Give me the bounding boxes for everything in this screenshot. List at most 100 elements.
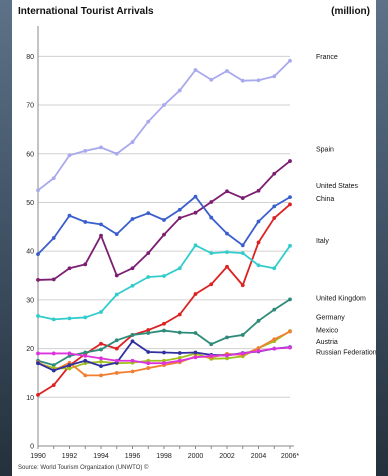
data-point-mexico xyxy=(256,346,261,351)
data-point-france xyxy=(130,140,135,144)
data-point-mexico xyxy=(272,337,277,342)
series-label-united-kingdom: United Kingdom xyxy=(316,295,366,302)
data-point-united-kingdom xyxy=(130,333,135,337)
data-point-spain xyxy=(272,171,277,176)
x-tick-label: 1998 xyxy=(156,453,172,460)
data-point-spain xyxy=(209,200,214,204)
data-point-china xyxy=(177,312,182,317)
data-point-russian-federation xyxy=(146,361,151,366)
chart-panel: International Tourist Arrivals (million)… xyxy=(12,0,376,476)
data-point-spain xyxy=(256,188,261,193)
series-label-russian-federation: Russian Federation xyxy=(316,349,376,356)
data-point-italy xyxy=(114,292,119,297)
data-point-france xyxy=(162,103,166,107)
data-point-united-states xyxy=(130,217,135,221)
data-point-china xyxy=(99,341,103,346)
data-point-china xyxy=(193,292,198,296)
y-tick-label: 30 xyxy=(26,297,34,304)
data-point-austria xyxy=(146,350,151,354)
data-point-united-states xyxy=(272,204,277,209)
data-point-russian-federation xyxy=(225,353,229,358)
data-point-china xyxy=(162,321,166,326)
data-point-spain xyxy=(99,233,103,238)
data-point-china xyxy=(288,202,292,207)
data-point-china xyxy=(36,392,40,397)
data-point-united-states xyxy=(193,194,198,199)
data-point-france xyxy=(193,68,198,72)
data-point-italy xyxy=(99,310,103,314)
data-point-italy xyxy=(193,243,198,248)
data-point-united-states xyxy=(99,222,103,227)
data-point-united-kingdom xyxy=(240,333,245,337)
data-point-united-kingdom xyxy=(146,331,151,335)
series-label-germany: Germany xyxy=(316,314,345,321)
data-point-united-kingdom xyxy=(288,297,292,302)
data-point-china xyxy=(51,383,56,388)
data-point-russian-federation xyxy=(51,351,56,356)
data-point-russian-federation xyxy=(256,349,261,353)
data-point-united-kingdom xyxy=(256,318,261,323)
series-line-united-states xyxy=(37,195,291,255)
data-point-italy xyxy=(225,250,229,255)
data-point-mexico xyxy=(83,373,88,378)
data-point-united-kingdom xyxy=(193,331,198,335)
data-point-china xyxy=(146,328,151,332)
data-point-united-states xyxy=(51,236,56,240)
data-point-france xyxy=(225,69,229,73)
y-tick-label: 20 xyxy=(26,346,34,353)
data-point-china xyxy=(240,283,245,288)
data-point-russian-federation xyxy=(177,358,182,363)
data-point-spain xyxy=(36,278,40,282)
data-point-austria xyxy=(36,361,40,366)
data-point-spain xyxy=(240,196,245,200)
data-point-russian-federation xyxy=(240,351,245,356)
data-point-italy xyxy=(272,266,277,271)
x-tick-label: 2000 xyxy=(188,453,204,460)
x-tick-label: 2006* xyxy=(281,453,300,460)
data-point-united-states xyxy=(162,218,166,222)
series-label-italy: Italy xyxy=(316,238,329,245)
data-point-italy xyxy=(177,266,182,271)
data-point-russian-federation xyxy=(114,358,119,363)
data-point-united-states xyxy=(114,232,119,237)
data-point-france xyxy=(114,151,119,156)
data-point-russian-federation xyxy=(272,346,277,351)
data-point-italy xyxy=(83,315,88,320)
data-point-italy xyxy=(67,316,72,321)
data-point-france xyxy=(99,145,103,150)
data-point-spain xyxy=(51,277,56,282)
data-point-russian-federation xyxy=(209,353,214,358)
data-point-united-kingdom xyxy=(272,307,277,312)
series-label-france: France xyxy=(316,54,338,61)
data-point-russian-federation xyxy=(36,351,40,356)
data-point-france xyxy=(177,88,182,93)
data-point-france xyxy=(83,148,88,153)
data-point-austria xyxy=(51,368,56,373)
data-point-austria xyxy=(177,351,182,355)
data-point-united-kingdom xyxy=(99,347,103,352)
x-tick-label: 1990 xyxy=(30,453,46,460)
data-point-united-states xyxy=(240,243,245,248)
data-point-united-states xyxy=(209,215,214,220)
data-point-spain xyxy=(288,159,292,163)
data-point-germany xyxy=(177,355,182,360)
data-point-austria xyxy=(67,363,72,368)
data-point-france xyxy=(209,77,214,82)
data-point-united-states xyxy=(177,207,182,212)
data-point-austria xyxy=(130,339,135,344)
data-point-italy xyxy=(240,251,245,256)
y-tick-label: 40 xyxy=(26,249,34,256)
data-point-france xyxy=(51,176,56,181)
y-tick-label: 0 xyxy=(30,444,34,451)
data-point-spain xyxy=(193,210,198,215)
data-point-france xyxy=(240,78,245,83)
data-point-austria xyxy=(83,358,88,363)
data-point-united-kingdom xyxy=(114,338,119,343)
data-point-austria xyxy=(99,364,103,369)
data-point-france xyxy=(288,58,292,63)
data-point-italy xyxy=(130,283,135,288)
data-point-italy xyxy=(36,314,40,318)
data-point-russian-federation xyxy=(83,353,88,358)
series-label-spain: Spain xyxy=(316,146,334,153)
data-point-united-states xyxy=(67,213,72,218)
